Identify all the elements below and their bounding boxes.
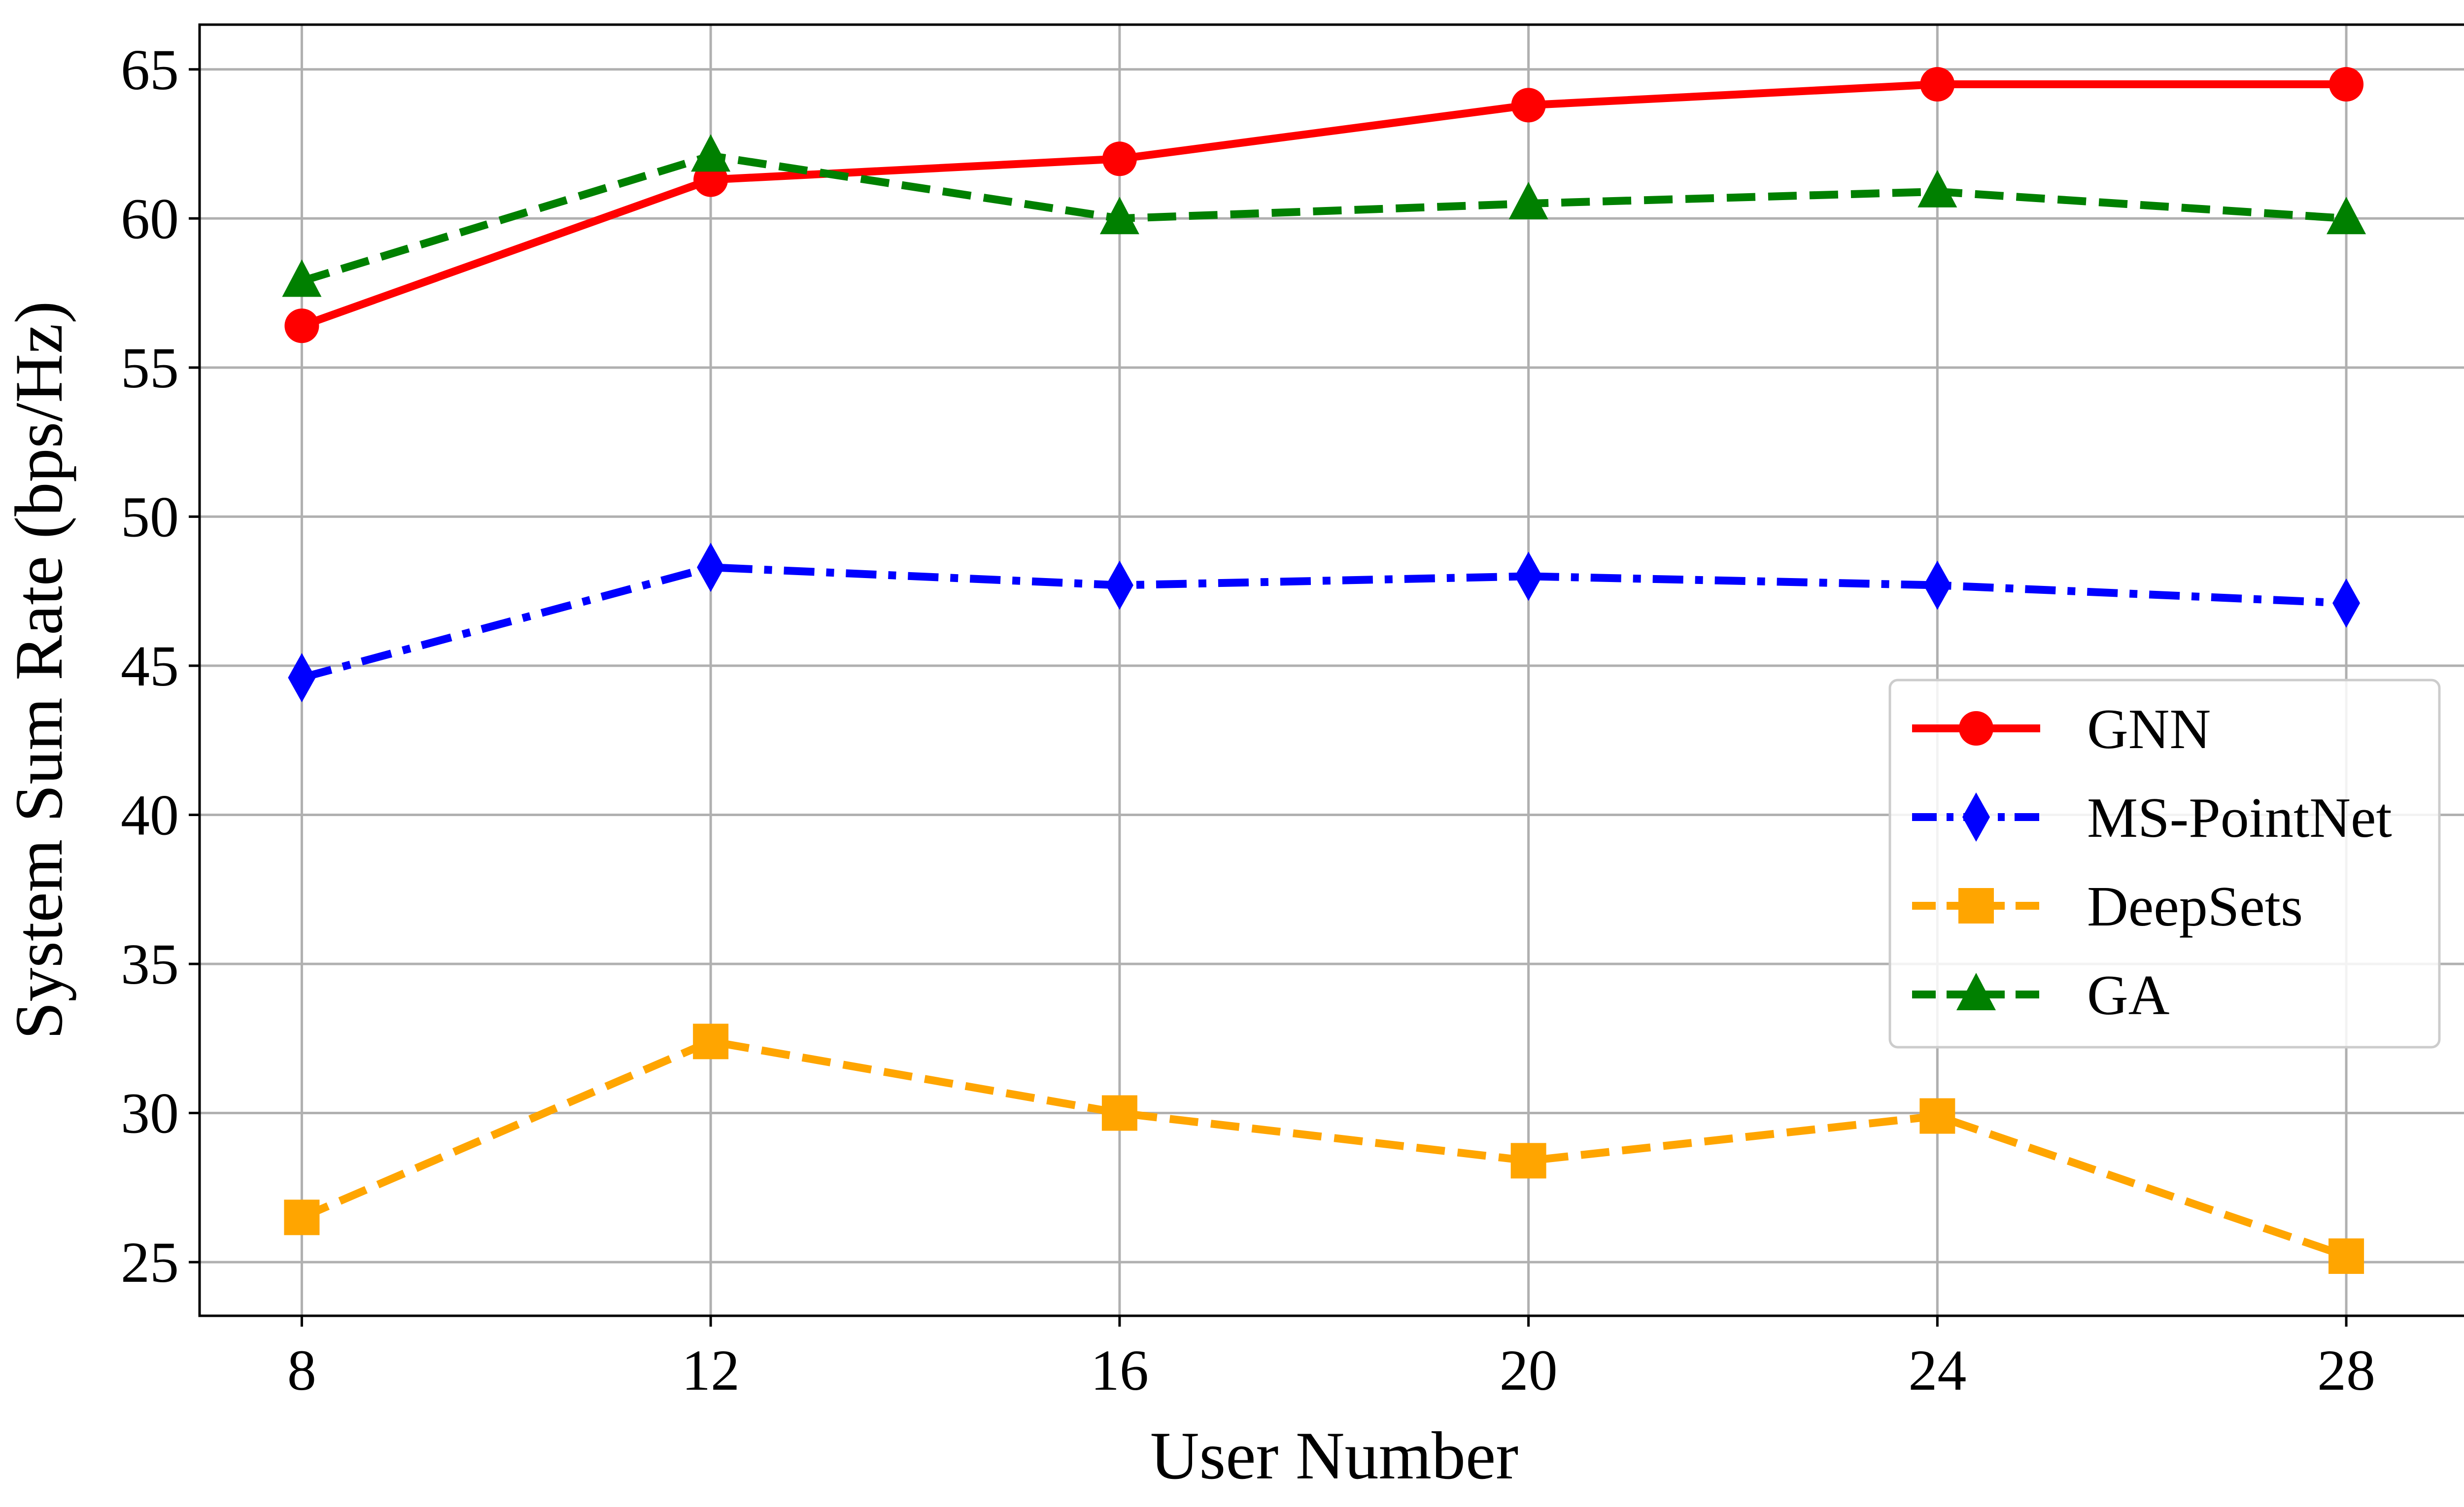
x-tick-label: 16: [1091, 1338, 1149, 1403]
data-point-deepsets: [284, 1199, 320, 1235]
data-point-ms-pointnet: [697, 543, 725, 592]
x-axis-ticks: 8 12 16 20 24 28: [287, 1316, 2375, 1403]
legend-label: GNN: [2087, 698, 2211, 761]
series-gnn: [284, 67, 2364, 343]
data-point-gnn: [1511, 88, 1546, 123]
x-tick-label: 20: [1500, 1338, 1558, 1403]
data-point-ga: [691, 134, 731, 172]
data-point-deepsets: [1101, 1095, 1137, 1131]
data-point-gnn: [284, 308, 319, 343]
y-tick-label: 25: [121, 1230, 179, 1295]
data-point-deepsets: [1510, 1143, 1546, 1179]
legend-label: MS-PointNet: [2087, 787, 2392, 850]
legend-entry-ga: GA: [1912, 964, 2170, 1027]
data-point-gnn: [1102, 141, 1137, 176]
data-point-deepsets: [1919, 1098, 1955, 1134]
data-point-ms-pointnet: [2332, 578, 2361, 628]
legend-entry-ms-pointnet: MS-PointNet: [1912, 787, 2392, 850]
series-layer: [282, 67, 2366, 1274]
legend-label: DeepSets: [2087, 875, 2303, 938]
data-point-ms-pointnet: [1105, 560, 1133, 610]
legend-label: GA: [2087, 964, 2170, 1027]
y-tick-label: 40: [121, 783, 179, 847]
data-point-ms-pointnet: [1923, 560, 1951, 610]
x-tick-label: 24: [1908, 1338, 1966, 1403]
data-point-ga: [1099, 197, 1139, 235]
x-axis-title: User Number: [1150, 1418, 1518, 1493]
y-tick-label: 30: [121, 1081, 179, 1146]
y-axis-ticks: 25 30 35 40 45 50 55 60 65: [121, 37, 200, 1295]
legend-marker: [1958, 888, 1994, 924]
data-point-ga: [2327, 197, 2366, 235]
data-point-ga: [1917, 170, 1957, 207]
x-tick-label: 8: [287, 1338, 316, 1403]
legend-marker: [1959, 711, 1993, 746]
y-axis-title: System Sum Rate (bps/Hz): [1, 301, 76, 1040]
y-tick-label: 45: [121, 634, 179, 698]
data-point-gnn: [1920, 67, 1955, 102]
series-line-deepsets: [300, 1037, 2348, 1260]
data-point-ms-pointnet: [288, 653, 316, 703]
y-tick-label: 60: [121, 186, 179, 251]
legend: GNN MS-PointNet DeepSets GA: [1888, 679, 2441, 1049]
plot-frame: [198, 23, 2464, 1317]
series-line-gnn: [300, 80, 2347, 330]
data-point-gnn: [2329, 67, 2364, 102]
data-point-deepsets: [2328, 1238, 2364, 1274]
series-ga: [282, 134, 2366, 297]
y-tick-label: 35: [121, 932, 179, 996]
series-ms-pointnet: [288, 543, 2361, 703]
data-point-ga: [282, 259, 322, 297]
x-tick-label: 12: [682, 1338, 740, 1403]
series-deepsets: [284, 1024, 2364, 1274]
legend-box: [1888, 679, 2441, 1049]
legend-marker: [1962, 792, 1990, 842]
legend-marker: [1956, 973, 1996, 1010]
y-tick-label: 65: [121, 37, 179, 102]
y-tick-label: 55: [121, 336, 179, 400]
grid: [200, 25, 2464, 1316]
data-point-ga: [1508, 182, 1548, 220]
data-point-deepsets: [693, 1024, 729, 1060]
series-line-ms-pointnet: [301, 563, 2347, 682]
data-point-ms-pointnet: [1514, 551, 1542, 601]
series-line-ga: [301, 152, 2347, 285]
legend-entry-gnn: GNN: [1912, 698, 2211, 761]
x-tick-label: 28: [2317, 1338, 2375, 1403]
y-tick-label: 50: [121, 484, 179, 549]
legend-entry-deepsets: DeepSets: [1912, 875, 2303, 938]
